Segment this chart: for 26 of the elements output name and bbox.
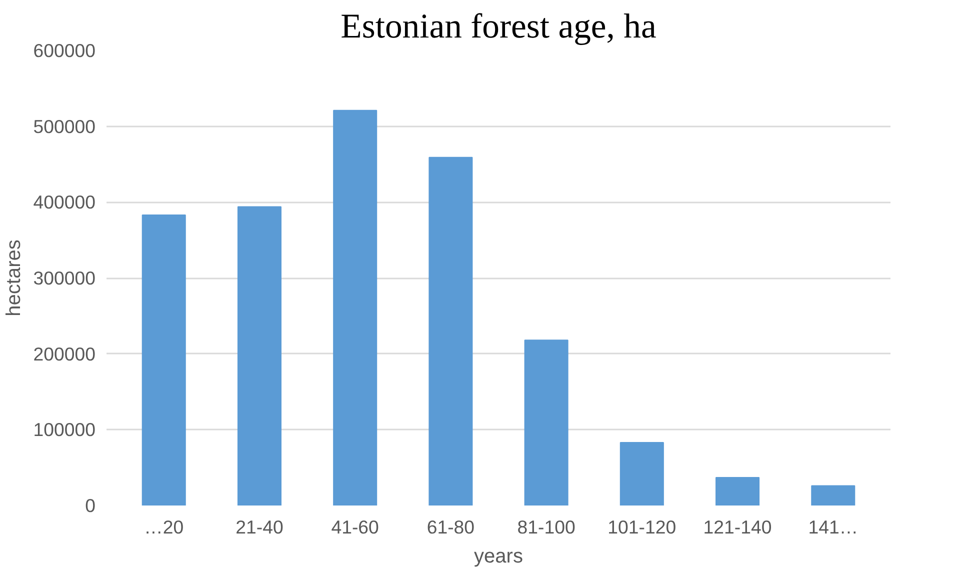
x-tick-label: …20: [144, 516, 184, 538]
bar: [428, 156, 473, 506]
bar: [237, 206, 282, 506]
chart-title: Estonian forest age, ha: [340, 8, 656, 46]
bar: [811, 485, 856, 506]
bar: [716, 476, 760, 506]
bar: [333, 110, 378, 506]
y-tick-label: 400000: [33, 192, 96, 213]
x-tick-label: 21-40: [236, 516, 284, 538]
bar: [142, 214, 186, 506]
y-tick-label: 300000: [33, 268, 96, 288]
x-tick-label: 81-100: [517, 516, 576, 538]
x-tick-label: 41-60: [331, 516, 379, 538]
x-tick-label: 141…: [808, 516, 858, 538]
bar: [620, 442, 664, 506]
x-tick-label: 61-80: [426, 516, 475, 538]
y-axis-title: hectares: [3, 240, 26, 316]
y-tick-label: 500000: [33, 116, 96, 137]
y-tick-label: 600000: [33, 40, 96, 61]
y-tick-label: 200000: [33, 343, 96, 364]
y-tick-label: 0: [85, 495, 96, 516]
y-tick-label: 100000: [33, 419, 96, 440]
x-tick-label: 121-140: [703, 516, 772, 538]
x-axis-title: years: [474, 546, 523, 568]
bar: [524, 340, 568, 506]
x-tick-label: 101-120: [608, 516, 676, 538]
